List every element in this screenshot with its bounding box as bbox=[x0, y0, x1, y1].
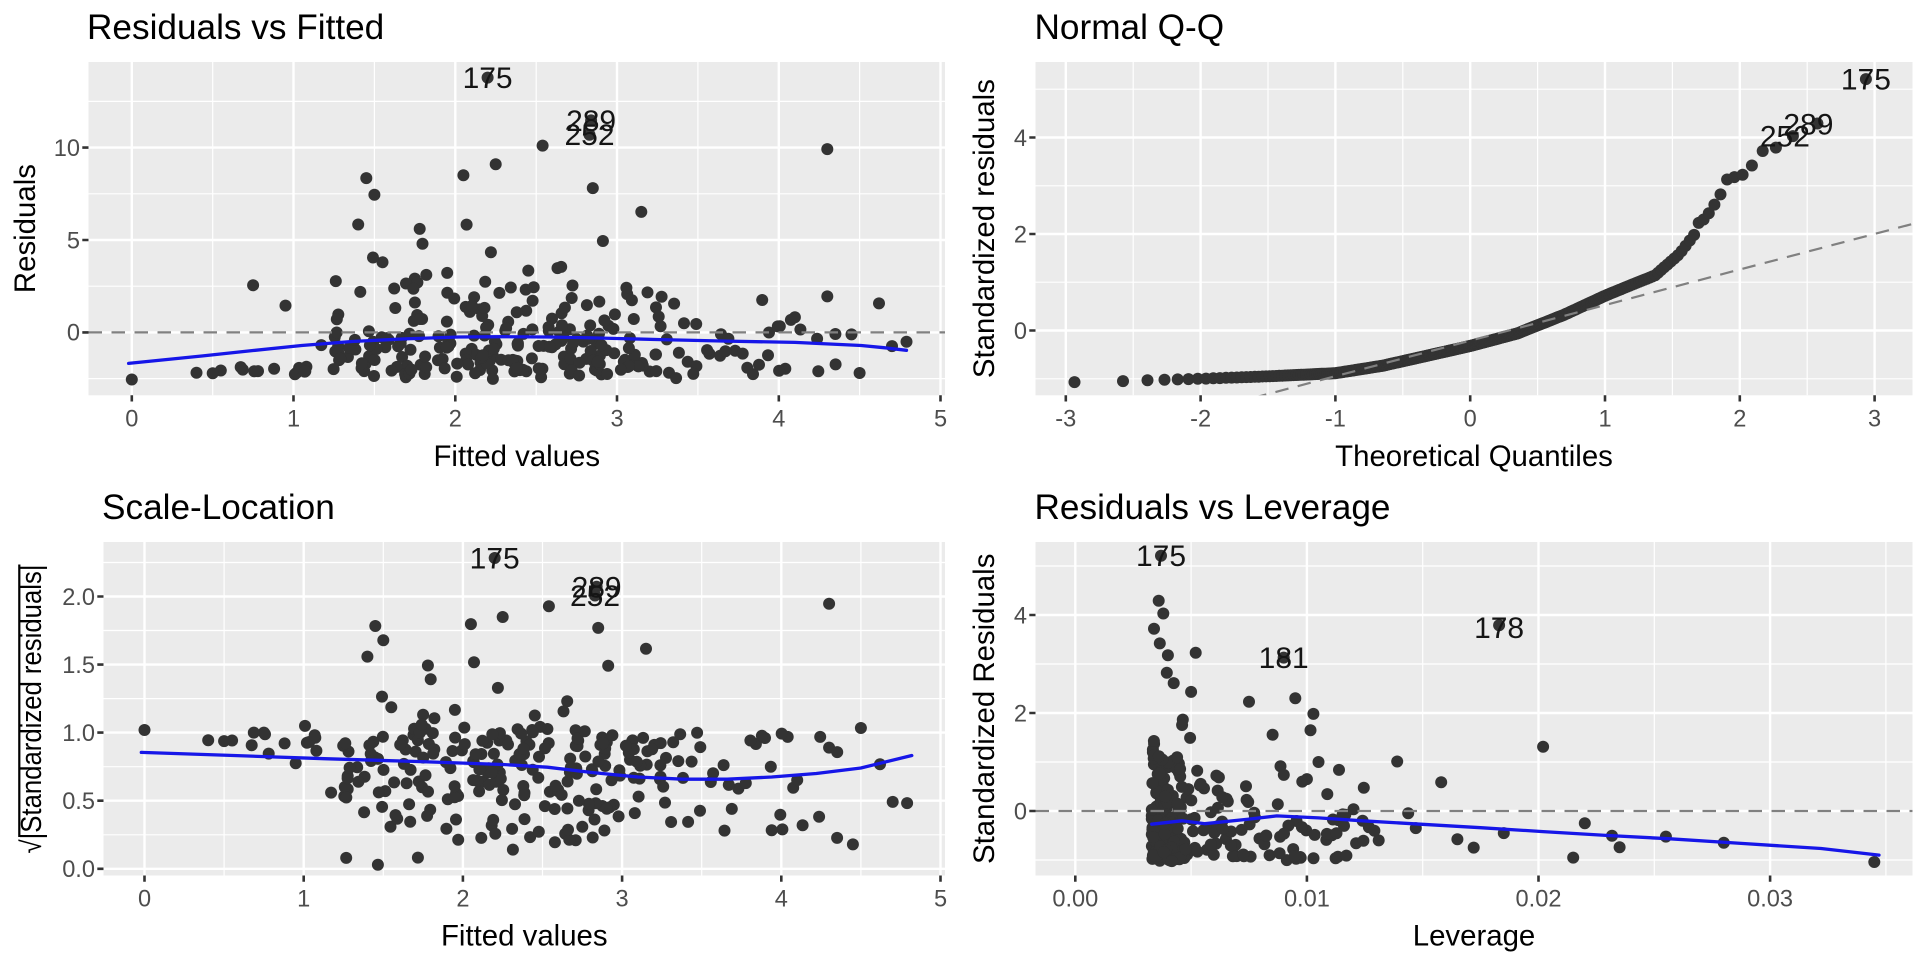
svg-text:0.0: 0.0 bbox=[62, 857, 95, 883]
svg-text:1: 1 bbox=[1598, 407, 1611, 433]
svg-text:0.01: 0.01 bbox=[1284, 887, 1330, 913]
svg-text:0: 0 bbox=[1464, 407, 1477, 433]
svg-text:√|Standardized residuals|: √|Standardized residuals| bbox=[16, 565, 48, 854]
svg-text:Residuals vs Fitted: Residuals vs Fitted bbox=[87, 8, 384, 47]
svg-text:0.5: 0.5 bbox=[62, 789, 95, 815]
svg-text:1.0: 1.0 bbox=[62, 721, 95, 747]
svg-text:178: 178 bbox=[1474, 612, 1524, 645]
svg-text:4: 4 bbox=[1014, 603, 1027, 629]
svg-text:3: 3 bbox=[610, 407, 623, 433]
svg-text:175: 175 bbox=[1841, 64, 1891, 97]
svg-text:0: 0 bbox=[1014, 799, 1027, 825]
svg-text:252: 252 bbox=[570, 580, 620, 613]
svg-text:175: 175 bbox=[470, 543, 520, 576]
svg-text:Fitted values: Fitted values bbox=[433, 440, 600, 473]
svg-text:0: 0 bbox=[125, 407, 138, 433]
svg-text:2.0: 2.0 bbox=[62, 585, 95, 611]
svg-text:289: 289 bbox=[572, 571, 622, 604]
svg-text:-3: -3 bbox=[1055, 407, 1076, 433]
svg-text:0.03: 0.03 bbox=[1747, 887, 1793, 913]
svg-text:3: 3 bbox=[1868, 407, 1881, 433]
svg-text:Leverage: Leverage bbox=[1413, 920, 1536, 953]
svg-text:2: 2 bbox=[1014, 701, 1027, 727]
svg-text:2: 2 bbox=[1733, 407, 1746, 433]
svg-text:1: 1 bbox=[287, 407, 300, 433]
svg-text:Scale-Location: Scale-Location bbox=[102, 488, 335, 527]
svg-text:181: 181 bbox=[1259, 642, 1309, 675]
svg-text:4: 4 bbox=[775, 887, 788, 913]
svg-text:Normal Q-Q: Normal Q-Q bbox=[1035, 8, 1225, 47]
svg-text:5: 5 bbox=[934, 407, 947, 433]
svg-text:Residuals vs Leverage: Residuals vs Leverage bbox=[1035, 488, 1391, 527]
svg-text:-1: -1 bbox=[1325, 407, 1346, 433]
svg-text:Standardized Residuals: Standardized Residuals bbox=[968, 554, 1001, 864]
svg-text:0.00: 0.00 bbox=[1052, 887, 1098, 913]
svg-text:2: 2 bbox=[456, 887, 469, 913]
svg-text:4: 4 bbox=[772, 407, 785, 433]
svg-text:Standardized residuals: Standardized residuals bbox=[968, 79, 1001, 378]
svg-text:Residuals: Residuals bbox=[9, 164, 42, 293]
svg-text:289: 289 bbox=[1783, 109, 1833, 142]
svg-text:Theoretical Quantiles: Theoretical Quantiles bbox=[1335, 440, 1613, 473]
svg-text:252: 252 bbox=[1760, 121, 1810, 154]
svg-text:3: 3 bbox=[616, 887, 629, 913]
svg-text:289: 289 bbox=[566, 105, 616, 138]
svg-text:0: 0 bbox=[138, 887, 151, 913]
svg-text:5: 5 bbox=[934, 887, 947, 913]
svg-text:4: 4 bbox=[1014, 126, 1027, 152]
svg-text:1.5: 1.5 bbox=[62, 653, 95, 679]
svg-text:252: 252 bbox=[564, 119, 614, 152]
svg-text:1: 1 bbox=[297, 887, 310, 913]
svg-text:2: 2 bbox=[1014, 222, 1027, 248]
svg-text:5: 5 bbox=[67, 228, 80, 254]
svg-text:Fitted values: Fitted values bbox=[441, 920, 608, 953]
svg-text:175: 175 bbox=[463, 62, 513, 95]
svg-text:2: 2 bbox=[449, 407, 462, 433]
svg-text:0.02: 0.02 bbox=[1516, 887, 1562, 913]
svg-text:0: 0 bbox=[1014, 319, 1027, 345]
svg-text:-2: -2 bbox=[1190, 407, 1211, 433]
svg-text:175: 175 bbox=[1136, 540, 1186, 573]
svg-text:10: 10 bbox=[54, 136, 80, 162]
svg-text:0: 0 bbox=[67, 321, 80, 347]
